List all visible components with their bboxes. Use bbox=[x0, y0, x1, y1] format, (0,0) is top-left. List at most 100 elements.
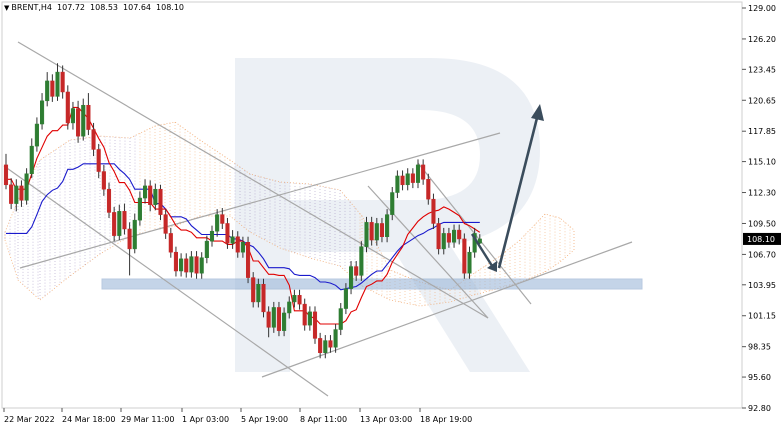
candle-body bbox=[446, 233, 451, 243]
candle-body bbox=[184, 258, 189, 273]
x-axis: 22 Mar 2022 24 Mar 18:00 29 Mar 11:00 1 Apr… bbox=[3, 408, 472, 424]
candle-body bbox=[163, 214, 168, 234]
y-tick-label: 129.00 bbox=[748, 4, 776, 13]
candle-body bbox=[173, 251, 178, 272]
candle-body bbox=[276, 307, 281, 331]
symbol-label: BRENT,H4 bbox=[11, 3, 53, 12]
candle-body bbox=[271, 307, 276, 328]
dropdown-triangle-icon[interactable]: ▼ bbox=[4, 4, 10, 12]
candle-body bbox=[148, 185, 153, 205]
channel-line-1 bbox=[17, 41, 489, 319]
candle-body bbox=[457, 229, 462, 240]
candle-body bbox=[369, 222, 374, 241]
candle-body bbox=[91, 129, 96, 150]
chart-header: ▼ BRENT,H4 107.72 108.53 107.64 108.10 bbox=[4, 3, 184, 12]
candle-body bbox=[81, 104, 86, 137]
candle-body bbox=[122, 211, 127, 230]
candle-body bbox=[338, 308, 343, 330]
candle-body bbox=[379, 223, 384, 237]
y-tick-label: 98.35 bbox=[748, 343, 771, 352]
candle-body bbox=[70, 108, 76, 124]
candle-body bbox=[96, 149, 101, 172]
candle-body bbox=[127, 228, 132, 250]
candle-body bbox=[431, 198, 436, 224]
candle-body bbox=[60, 71, 65, 93]
candle-body bbox=[24, 173, 29, 201]
candles bbox=[3, 63, 482, 359]
candle-body bbox=[220, 214, 225, 224]
y-tick-label: 123.45 bbox=[748, 65, 776, 74]
candle-body bbox=[426, 179, 431, 200]
channel-line-4 bbox=[261, 241, 633, 378]
candle-body bbox=[354, 266, 359, 276]
y-tick-label: 95.60 bbox=[748, 373, 771, 382]
forecast-arrow-down bbox=[470, 233, 496, 270]
candle-body bbox=[302, 303, 307, 326]
candle-body bbox=[225, 223, 230, 244]
candle-body bbox=[137, 197, 142, 221]
candle-body bbox=[467, 251, 472, 274]
candle-body bbox=[318, 338, 323, 354]
x-tick-label: 8 Apr 11:00 bbox=[300, 415, 347, 424]
candle-body bbox=[179, 258, 184, 272]
candle-body bbox=[251, 277, 256, 303]
arrow-up-head-icon bbox=[531, 104, 544, 121]
candle-body bbox=[76, 108, 81, 137]
candle-body bbox=[441, 233, 446, 250]
candle-body bbox=[153, 188, 158, 205]
candle-body bbox=[199, 257, 204, 274]
candle-body bbox=[297, 295, 302, 305]
candle-body bbox=[261, 283, 266, 313]
candle-body bbox=[349, 266, 354, 289]
x-tick-label: 29 Mar 11:00 bbox=[121, 415, 174, 424]
candle-body bbox=[19, 185, 24, 201]
low-value: 107.64 bbox=[123, 3, 152, 12]
candle-body bbox=[385, 214, 390, 237]
candle-body bbox=[307, 311, 312, 326]
candle-body bbox=[3, 164, 9, 186]
y-tick-label: 103.95 bbox=[748, 281, 776, 290]
channel-line-5 bbox=[367, 185, 489, 319]
candle-body bbox=[328, 340, 333, 348]
candle-body bbox=[230, 236, 235, 244]
close-value: 108.10 bbox=[156, 3, 185, 12]
candle-body bbox=[266, 311, 271, 328]
candle-body bbox=[86, 104, 91, 130]
candle-body bbox=[194, 256, 199, 274]
candle-body bbox=[410, 173, 415, 183]
candle-body bbox=[343, 288, 348, 309]
arrow-down-head-icon bbox=[487, 261, 497, 272]
candle-body bbox=[477, 238, 482, 244]
candle-body bbox=[421, 164, 426, 180]
candle-body bbox=[112, 212, 117, 236]
candle-body bbox=[323, 340, 328, 354]
candle-body bbox=[158, 188, 163, 215]
candle-body bbox=[282, 312, 287, 331]
candle-body bbox=[235, 236, 240, 253]
candle-body bbox=[436, 223, 441, 250]
y-tick-label: 101.15 bbox=[748, 312, 776, 321]
candle-body bbox=[374, 223, 379, 241]
current-price-label: 108.10 bbox=[747, 235, 775, 244]
candle-body bbox=[256, 283, 261, 303]
candle-body bbox=[34, 123, 39, 147]
x-tick-label: 18 Apr 19:00 bbox=[420, 415, 472, 424]
y-axis: 129.00 126.20 123.45 120.65 117.85 115.10 112.… bbox=[742, 4, 776, 413]
candle-body bbox=[168, 233, 173, 253]
channel-line-2 bbox=[3, 165, 329, 397]
x-tick-label: 24 Mar 18:00 bbox=[62, 415, 115, 424]
candle-body bbox=[405, 173, 410, 186]
candle-body bbox=[132, 219, 137, 250]
x-tick-label: 22 Mar 2022 bbox=[4, 415, 55, 424]
candle-body bbox=[101, 171, 106, 190]
candle-body bbox=[333, 329, 338, 348]
candle-body bbox=[106, 188, 112, 213]
candle-body bbox=[462, 238, 467, 274]
candle-body bbox=[390, 192, 395, 215]
y-tick-label: 120.65 bbox=[748, 96, 776, 105]
candle-body bbox=[204, 240, 209, 258]
candle-body bbox=[240, 242, 245, 253]
candle-body bbox=[9, 184, 14, 204]
